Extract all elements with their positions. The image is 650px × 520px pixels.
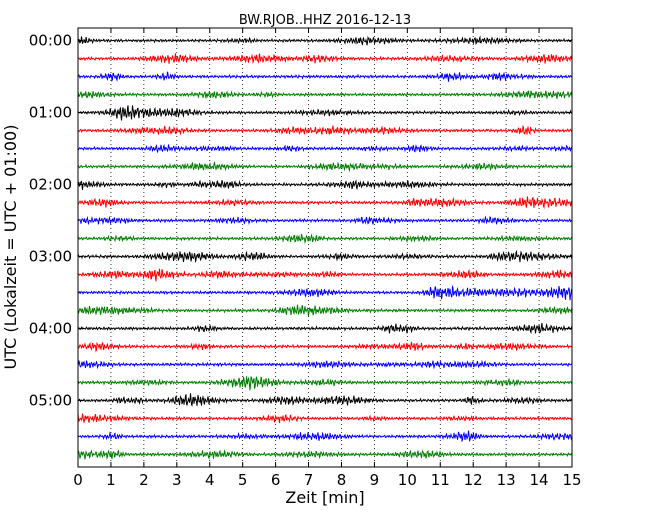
y-tick-label: 01:00 xyxy=(29,104,72,122)
y-axis-label: UTC (Lokalzeit = UTC + 01:00) xyxy=(1,125,20,370)
y-tick-label: 04:00 xyxy=(29,319,72,337)
y-tick-label: 00:00 xyxy=(29,32,72,50)
x-axis-label: Zeit [min] xyxy=(285,488,364,507)
x-tick-label: 0 xyxy=(73,471,83,489)
chart-title: BW.RJOB..HHZ 2016-12-13 xyxy=(239,13,411,28)
trace-line xyxy=(77,393,573,407)
y-tick-label: 05:00 xyxy=(29,391,72,409)
traces xyxy=(77,35,573,460)
trace-line xyxy=(77,179,573,191)
trace-line xyxy=(77,376,573,391)
trace-line xyxy=(77,284,573,301)
x-tick-label: 9 xyxy=(370,471,380,489)
trace-line xyxy=(77,124,573,136)
x-tick-label: 5 xyxy=(238,471,248,489)
trace-line xyxy=(77,341,573,353)
plot-frame xyxy=(77,27,573,468)
trace-line xyxy=(77,196,573,210)
x-tick-label: 13 xyxy=(497,471,516,489)
trace-line xyxy=(77,53,573,64)
trace-line xyxy=(77,35,573,46)
x-tick-label: 15 xyxy=(562,471,581,489)
x-tick-label: 12 xyxy=(464,471,483,489)
trace-line xyxy=(77,413,573,424)
y-tick-label: 02:00 xyxy=(29,176,72,194)
x-tick-label: 10 xyxy=(398,471,417,489)
trace-line xyxy=(77,249,573,264)
trace-line xyxy=(77,160,573,173)
x-tick-label: 4 xyxy=(205,471,215,489)
y-axis: 00:00 01:00 02:00 03:00 04:00 05:00 xyxy=(29,32,572,409)
x-axis: 0 1 2 3 4 5 6 7 8 9 10 11 12 13 14 15 xyxy=(73,28,582,489)
trace-line xyxy=(77,90,573,100)
trace-line xyxy=(77,215,573,226)
trace-line xyxy=(77,449,573,460)
trace-line xyxy=(77,430,573,443)
trace-line xyxy=(77,268,573,282)
x-tick-label: 6 xyxy=(271,471,281,489)
trace-line xyxy=(77,144,573,153)
y-tick-label: 03:00 xyxy=(29,247,72,265)
trace-line xyxy=(77,71,573,83)
x-tick-label: 3 xyxy=(172,471,182,489)
x-tick-label: 8 xyxy=(337,471,347,489)
trace-line xyxy=(77,105,573,121)
x-tick-label: 11 xyxy=(431,471,450,489)
x-tick-label: 1 xyxy=(106,471,116,489)
trace-line xyxy=(77,233,573,244)
x-tick-label: 14 xyxy=(530,471,549,489)
trace-line xyxy=(77,322,573,335)
trace-line xyxy=(77,359,573,370)
x-tick-label: 2 xyxy=(139,471,149,489)
x-tick-label: 7 xyxy=(304,471,314,489)
trace-line xyxy=(77,304,573,317)
